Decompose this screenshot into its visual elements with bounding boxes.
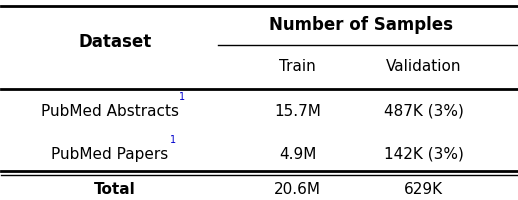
Text: 629K: 629K bbox=[405, 182, 443, 197]
Text: Dataset: Dataset bbox=[78, 33, 151, 51]
Text: 142K (3%): 142K (3%) bbox=[384, 147, 464, 162]
Text: 4.9M: 4.9M bbox=[279, 147, 316, 162]
Text: Train: Train bbox=[279, 59, 316, 74]
Text: Validation: Validation bbox=[386, 59, 462, 74]
Text: PubMed Abstracts: PubMed Abstracts bbox=[40, 104, 179, 119]
Text: 1: 1 bbox=[170, 135, 177, 145]
Text: PubMed Papers: PubMed Papers bbox=[51, 147, 168, 162]
Text: 487K (3%): 487K (3%) bbox=[384, 104, 464, 119]
Text: 15.7M: 15.7M bbox=[274, 104, 321, 119]
Text: 1: 1 bbox=[179, 92, 185, 102]
Text: 20.6M: 20.6M bbox=[274, 182, 321, 197]
Text: Total: Total bbox=[94, 182, 136, 197]
Text: Number of Samples: Number of Samples bbox=[269, 16, 453, 34]
